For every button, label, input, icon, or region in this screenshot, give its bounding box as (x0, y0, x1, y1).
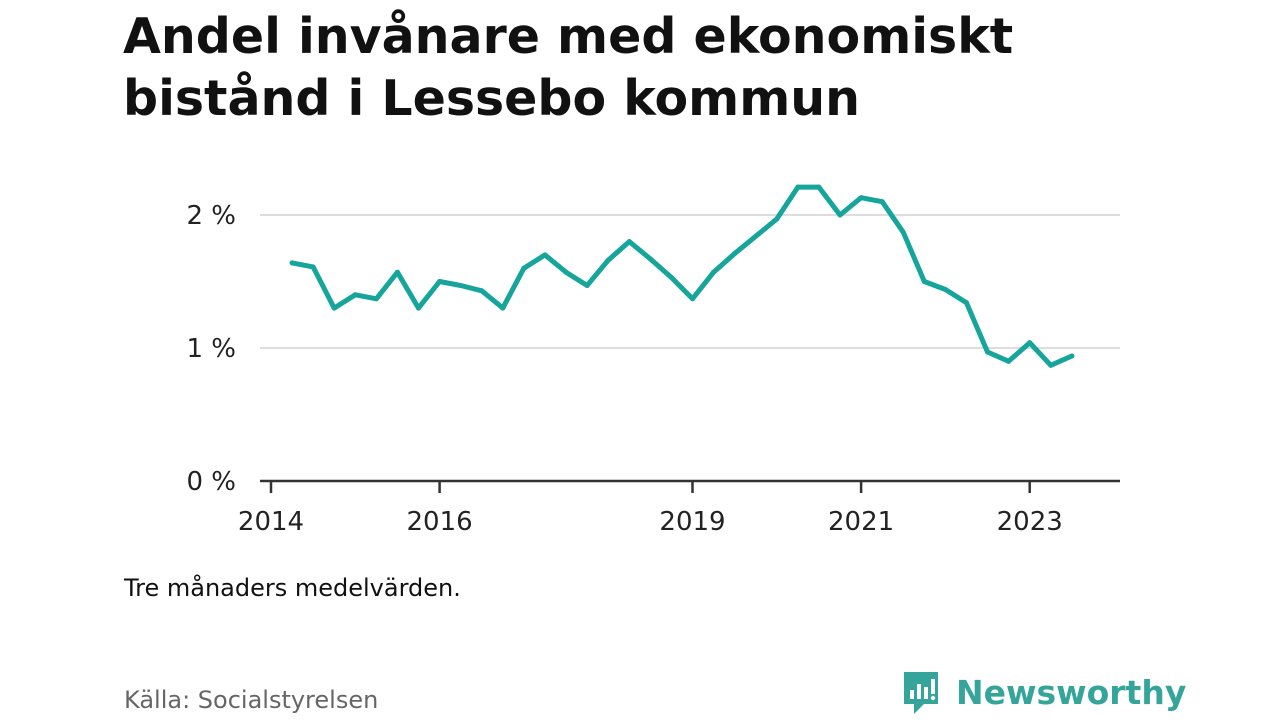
data-point (563, 269, 569, 275)
x-tick-label: 2019 (659, 507, 725, 537)
data-point (500, 305, 506, 311)
data-point (1048, 362, 1054, 368)
data-point (795, 184, 801, 190)
x-tick-label: 2014 (238, 507, 304, 537)
data-point (963, 300, 969, 306)
data-point (858, 195, 864, 201)
chart-note: Tre månaders medelvärden. (124, 574, 461, 602)
y-axis-ticks: 0 % 1 % 2 % (186, 201, 236, 497)
data-point (289, 260, 295, 266)
x-axis-ticks: 2014 2016 2019 2021 2023 (238, 481, 1063, 537)
newsworthy-logo-icon (904, 672, 938, 714)
brand-name: Newsworthy (956, 672, 1187, 712)
data-point (711, 269, 717, 275)
chart-title: Andel invånare med ekonomiskt bistånd i … (123, 6, 1123, 130)
data-point (310, 264, 316, 270)
data-point (521, 265, 527, 271)
grid-lines (260, 214, 1120, 349)
data-point (774, 216, 780, 222)
data-point (690, 296, 695, 302)
series-line (289, 184, 1075, 368)
y-tick-label: 2 % (186, 201, 236, 231)
y-tick-label: 1 % (186, 334, 236, 364)
data-point (837, 212, 843, 218)
x-tick-label: 2023 (997, 507, 1063, 537)
data-point (373, 296, 379, 302)
data-point (331, 305, 337, 311)
data-point (816, 184, 822, 190)
data-point (921, 279, 927, 284)
data-point (732, 251, 738, 257)
series-layer (289, 184, 1075, 368)
data-point (879, 199, 885, 205)
data-point (1027, 340, 1033, 346)
data-point (394, 269, 400, 275)
data-point (985, 349, 991, 355)
y-tick-label: 0 % (186, 467, 236, 497)
data-point (458, 282, 464, 288)
data-point (542, 252, 548, 258)
data-point (416, 305, 422, 311)
data-point (900, 229, 906, 235)
x-tick-label: 2021 (828, 507, 894, 537)
data-point (1069, 353, 1075, 359)
data-point (605, 257, 611, 263)
source-text: Källa: Socialstyrelsen (124, 686, 379, 714)
chart-title-line-2: bistånd i Lessebo kommun (123, 70, 861, 127)
data-point (437, 279, 443, 284)
data-point (668, 275, 674, 281)
x-tick-label: 2016 (407, 507, 473, 537)
data-point (352, 292, 358, 298)
data-point (626, 239, 632, 245)
chart-title-line-1: Andel invånare med ekonomiskt (123, 8, 1014, 65)
line-chart: 0 % 1 % 2 % 2014 2016 2019 2021 2023 (186, 184, 1120, 537)
data-point (753, 233, 759, 239)
data-point (942, 286, 948, 292)
data-point (1006, 358, 1012, 364)
brand-logo[interactable]: Newsworthy (900, 668, 1186, 716)
data-point (479, 288, 485, 294)
data-point (584, 282, 590, 288)
data-point (647, 256, 653, 262)
